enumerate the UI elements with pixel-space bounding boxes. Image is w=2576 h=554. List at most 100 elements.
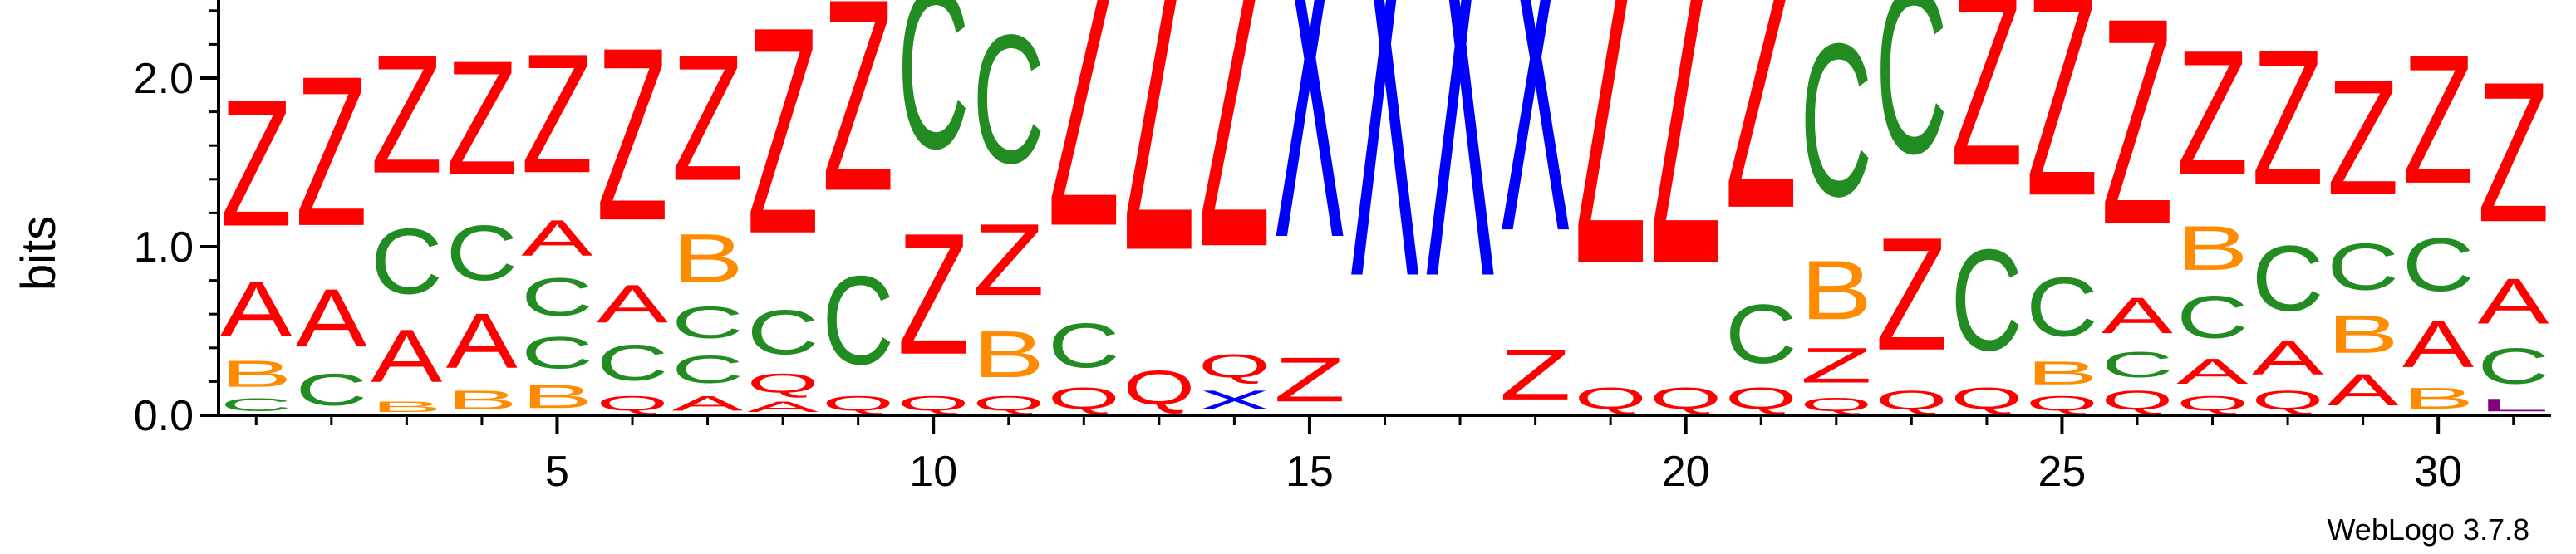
logo-letter-Z: Z xyxy=(521,20,593,209)
logo-letter-Z: Z xyxy=(2477,40,2549,263)
logo-letter-Z: Z xyxy=(2327,46,2399,229)
logo-letter-X: X xyxy=(1274,0,1346,341)
y-axis: 0.01.02.03.04.0 xyxy=(134,0,220,440)
logo-letter-C: C xyxy=(972,0,1045,202)
y-tick-label: 1.0 xyxy=(134,223,194,272)
logo-letter-Z: Z xyxy=(2026,0,2098,258)
logo-letter-A: A xyxy=(671,392,743,415)
logo-letter-Q: Q xyxy=(2176,392,2249,415)
logo-letter-C: C xyxy=(1801,0,1873,243)
logo-column-17: X xyxy=(1424,0,1497,411)
logo-letter-A: A xyxy=(2327,365,2398,415)
logo-column-18: ZX xyxy=(1499,0,1571,414)
logo-column-24: QCZ xyxy=(1951,0,2023,415)
logo-letter-B: B xyxy=(2402,382,2475,415)
logo-letter-C: C xyxy=(671,297,744,348)
letter-stacks: CBAZCAZBACZBACZBCCAZQCAZACCBZAQCZQCZQZCQ… xyxy=(220,0,2549,415)
logo-letter-B: B xyxy=(2026,355,2098,391)
logo-letter-Z: Z xyxy=(822,0,894,248)
weblogo-credit: WebLogo 3.7.8 xyxy=(2327,512,2529,547)
logo-letter-Q: Q xyxy=(1649,381,1722,415)
logo-letter-C: C xyxy=(220,395,293,415)
logo-letter-C: C xyxy=(521,327,593,378)
logo-column-21: QCZ xyxy=(1725,0,1797,415)
x-tick-label: 25 xyxy=(2038,448,2087,496)
logo-letter-Q: Q xyxy=(1801,394,1873,415)
logo-letter-Q: Q xyxy=(1198,347,1271,385)
logo-letter-C: C xyxy=(1951,219,2023,381)
logo-letter-Z: Z xyxy=(671,17,744,218)
logo-letter-B: B xyxy=(371,399,443,415)
logo-letter-C: C xyxy=(822,250,894,391)
logo-column-15: ZX xyxy=(1274,0,1346,415)
logo-column-16: X xyxy=(1349,0,1421,411)
logo-letter-A: A xyxy=(220,265,293,352)
logo-letter-A: A xyxy=(2477,265,2549,338)
logo-letter-X: X xyxy=(1349,0,1421,411)
logo-letter-C: C xyxy=(671,348,744,391)
logo-letter-A: A xyxy=(2176,351,2249,391)
logo-column-23: QZC xyxy=(1875,0,1948,415)
logo-letter-B: B xyxy=(521,378,593,414)
logo-letter-Z: Z xyxy=(972,203,1045,317)
logo-letter-B: B xyxy=(220,353,293,395)
logo-letter-C: C xyxy=(2102,345,2174,385)
logo-letter-Z: Z xyxy=(1725,0,1797,285)
logo-letter-Z: Z xyxy=(1048,0,1120,308)
logo-letter-B: B xyxy=(446,385,519,416)
logo-letter-Z: Z xyxy=(446,27,519,209)
logo-letter-X: X xyxy=(1499,0,1571,331)
y-tick-label: 2.0 xyxy=(134,55,194,103)
logo-letter-C: C xyxy=(1875,0,1948,203)
logo-letter-Z: Z xyxy=(1801,338,1873,394)
logo-letter-C: C xyxy=(2026,259,2098,354)
logo-letter-Z: Z xyxy=(371,22,443,209)
x-tick-label: 20 xyxy=(1662,448,1710,496)
logo-letter-A: A xyxy=(371,314,443,399)
logo-letter-Q: Q xyxy=(597,392,669,415)
logo-letter-A: A xyxy=(747,399,819,415)
logo-letter-Z: Z xyxy=(597,0,669,272)
logo-letter-A: A xyxy=(2402,307,2475,381)
logo-letter-Q: Q xyxy=(1725,381,1797,415)
logo-column-14: XQZ xyxy=(1198,0,1271,415)
logo-letter-Z: Z xyxy=(1274,345,1346,415)
logo-letter-A: A xyxy=(521,209,593,267)
logo-letter-Z: Z xyxy=(1499,334,1571,414)
logo-letter-B: B xyxy=(972,317,1045,391)
logo-column-20: QZ xyxy=(1649,0,1722,415)
logo-letter-A: A xyxy=(597,273,669,334)
x-tick-label: 15 xyxy=(1286,448,1334,496)
logo-letter-Z: Z xyxy=(897,197,970,390)
logo-letter-L: L xyxy=(2477,395,2549,414)
logo-letter-C: C xyxy=(2402,223,2475,307)
logo-letter-B: B xyxy=(2176,213,2249,283)
logo-letter-C: C xyxy=(2477,338,2549,395)
logo-letter-Z: Z xyxy=(2102,0,2174,286)
logo-letter-C: C xyxy=(2252,226,2324,331)
logo-letter-C: C xyxy=(446,208,519,297)
x-tick-label: 5 xyxy=(545,448,569,496)
logo-letter-Q: Q xyxy=(2026,392,2098,415)
logo-letter-Z: Z xyxy=(296,32,368,271)
logo-letter-B: B xyxy=(1801,243,1873,337)
logo-letter-Z: Z xyxy=(747,0,819,296)
logo-letter-A: A xyxy=(296,272,367,365)
logo-column-10: QZC xyxy=(897,0,970,415)
logo-letter-C: C xyxy=(521,267,593,327)
logo-letter-C: C xyxy=(2176,283,2249,351)
logo-letter-Q: Q xyxy=(2252,385,2324,415)
logo-letter-Q: Q xyxy=(1951,381,2023,415)
x-tick-label: 10 xyxy=(909,448,957,496)
logo-letter-C: C xyxy=(371,209,443,314)
